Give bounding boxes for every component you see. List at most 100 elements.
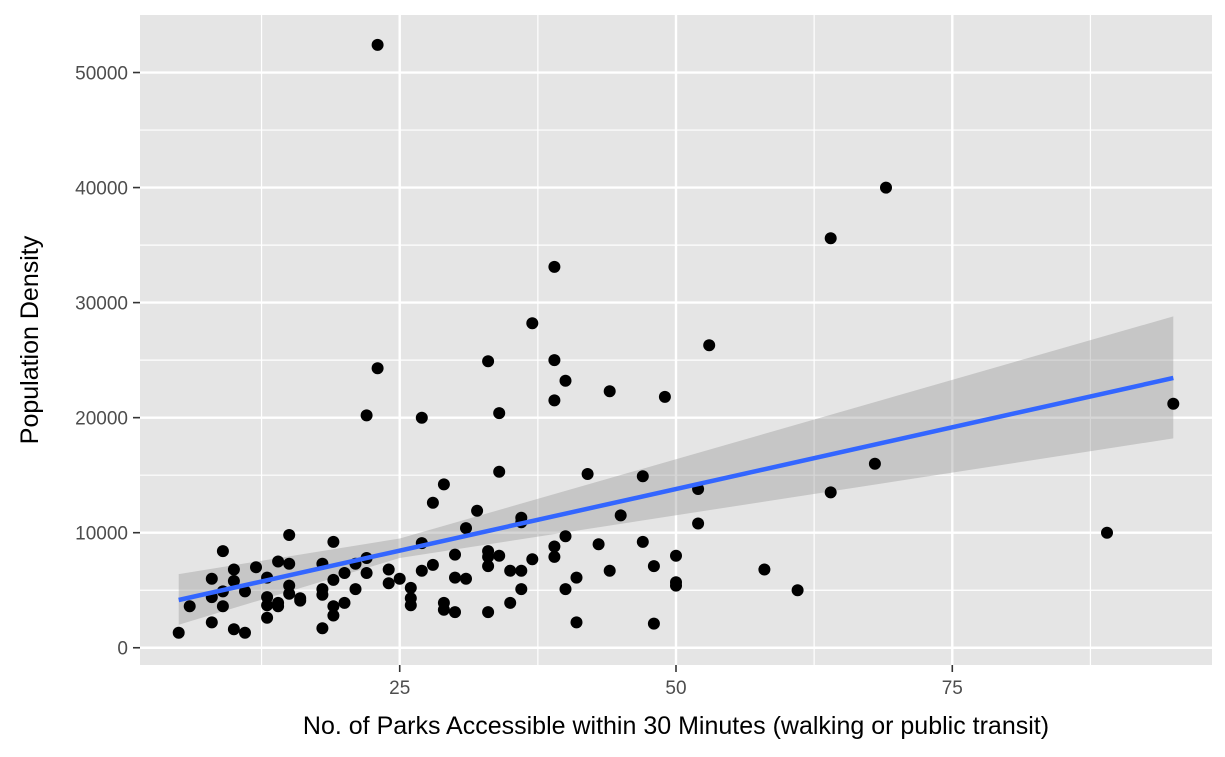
data-point — [227, 563, 240, 576]
data-point — [227, 623, 240, 636]
data-point — [504, 564, 517, 577]
data-point — [426, 558, 439, 571]
confidence-band — [178, 316, 1174, 625]
data-point — [1101, 526, 1113, 539]
y-tick-label: 50000 — [75, 64, 128, 85]
data-point — [515, 583, 528, 596]
x-tick-label: 50 — [665, 678, 686, 699]
data-point — [415, 411, 428, 424]
y-tick-label: 0 — [117, 639, 128, 660]
data-point — [692, 517, 705, 530]
data-point — [636, 535, 649, 548]
data-point — [1167, 397, 1180, 410]
data-point — [460, 522, 472, 535]
data-point — [482, 550, 495, 563]
data-point — [283, 529, 296, 541]
data-point — [371, 362, 384, 375]
data-point — [404, 599, 417, 612]
x-axis: 25 50 75 — [389, 665, 963, 699]
x-tick-label: 25 — [389, 678, 410, 699]
data-point — [603, 385, 616, 398]
data-point — [283, 557, 296, 570]
data-point — [316, 622, 329, 635]
data-point — [250, 561, 262, 574]
y-tick-label: 10000 — [75, 524, 128, 545]
data-point — [437, 603, 450, 616]
data-point — [636, 470, 649, 483]
data-point — [338, 596, 351, 609]
data-point — [670, 579, 682, 592]
data-point — [548, 260, 561, 273]
data-point — [559, 530, 572, 543]
y-tick-label: 30000 — [75, 294, 128, 315]
x-axis-title: No. of Parks Accessible within 30 Minute… — [303, 712, 1049, 740]
data-point — [272, 596, 285, 609]
data-point — [570, 616, 583, 629]
data-point — [559, 374, 572, 387]
data-point — [382, 563, 395, 576]
data-point — [482, 355, 495, 368]
data-point — [559, 583, 572, 596]
data-point — [824, 486, 837, 499]
data-point — [449, 571, 461, 584]
data-point — [415, 564, 428, 577]
data-point — [449, 548, 461, 561]
y-axis: 0 10000 20000 30000 40000 50000 — [75, 64, 140, 660]
data-point — [526, 317, 539, 330]
data-point — [581, 468, 594, 480]
data-point — [703, 339, 716, 352]
data-point — [327, 535, 340, 548]
data-point — [371, 38, 384, 51]
regression-line — [178, 375, 1174, 603]
data-point — [603, 564, 616, 577]
data-point — [183, 600, 196, 613]
data-point — [592, 538, 605, 551]
data-point — [493, 549, 506, 562]
data-point — [758, 563, 771, 576]
x-tick-label: 75 — [942, 678, 963, 699]
data-point — [283, 587, 296, 600]
data-point — [570, 571, 583, 584]
data-point — [216, 545, 229, 558]
y-tick-label: 40000 — [75, 179, 128, 200]
data-point — [239, 626, 251, 639]
data-point — [658, 390, 671, 403]
data-point — [868, 457, 881, 470]
data-point — [360, 567, 373, 579]
data-point — [272, 555, 285, 568]
data-point — [349, 583, 362, 596]
data-point — [482, 560, 495, 573]
data-point — [316, 588, 329, 601]
data-point — [360, 409, 373, 422]
y-axis-title: Population Density — [16, 235, 44, 444]
data-point — [382, 577, 395, 590]
data-point — [449, 606, 461, 619]
data-point — [239, 585, 251, 598]
data-point — [404, 581, 417, 594]
data-point — [515, 564, 528, 577]
data-point — [327, 573, 340, 586]
data-point — [216, 600, 229, 613]
data-point — [791, 584, 804, 597]
data-point — [647, 617, 660, 630]
data-point — [471, 504, 484, 517]
data-point — [261, 599, 274, 612]
y-tick-label: 20000 — [75, 409, 128, 430]
data-point — [824, 232, 837, 245]
data-point — [548, 550, 561, 563]
data-point — [548, 394, 561, 407]
data-point — [205, 616, 218, 629]
data-point — [526, 553, 539, 566]
data-point — [647, 560, 660, 573]
data-point — [327, 600, 340, 613]
data-point — [670, 549, 682, 562]
data-points — [172, 38, 1180, 639]
data-point — [437, 478, 450, 491]
data-point — [548, 354, 561, 367]
data-point — [482, 606, 495, 619]
major-gridlines — [140, 15, 1212, 665]
data-point — [460, 572, 472, 585]
data-point — [205, 572, 218, 585]
data-point — [548, 540, 561, 553]
